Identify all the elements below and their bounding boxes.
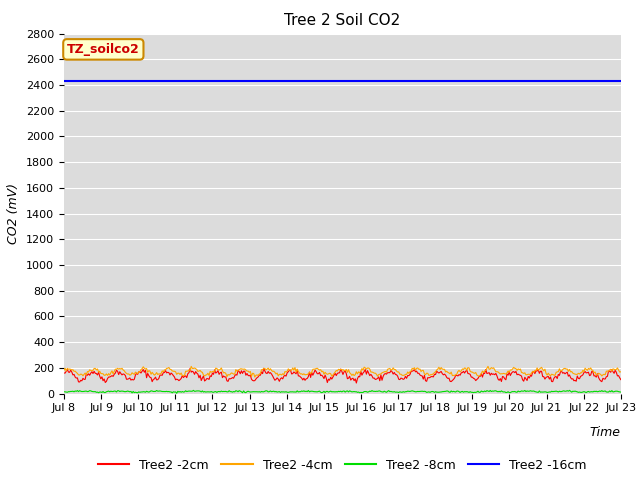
Tree2 -4cm [329, 372, 337, 378]
Tree2 -2cm [353, 380, 360, 386]
Tree2 -4cm [362, 366, 370, 372]
Tree2 -4cm [484, 363, 492, 369]
Tree2 -4cm [326, 371, 333, 376]
Tree2 -8cm [362, 389, 370, 395]
Tree2 -8cm [518, 388, 525, 394]
Tree2 -4cm [617, 369, 625, 375]
Tree2 -4cm [606, 367, 614, 373]
Text: TZ_soilco2: TZ_soilco2 [67, 43, 140, 56]
Tree2 -16cm [617, 78, 625, 84]
Tree2 -2cm [329, 374, 337, 380]
Tree2 -8cm [617, 389, 625, 395]
Tree2 -16cm [324, 78, 332, 84]
Tree2 -2cm [617, 377, 625, 383]
Tree2 -2cm [394, 373, 401, 379]
Tree2 -8cm [606, 388, 614, 394]
Tree2 -4cm [393, 368, 401, 374]
Tree2 -2cm [326, 377, 333, 383]
Tree2 -4cm [60, 367, 68, 373]
Tree2 -8cm [60, 389, 68, 395]
Y-axis label: CO2 (mV): CO2 (mV) [8, 183, 20, 244]
Legend: Tree2 -2cm, Tree2 -4cm, Tree2 -8cm, Tree2 -16cm: Tree2 -2cm, Tree2 -4cm, Tree2 -8cm, Tree… [93, 454, 592, 477]
Tree2 -8cm [329, 389, 337, 395]
Tree2 -8cm [326, 389, 333, 395]
Tree2 -2cm [260, 365, 268, 371]
Tree2 -2cm [606, 369, 614, 374]
Tree2 -16cm [362, 78, 369, 84]
Tree2 -16cm [328, 78, 335, 84]
Tree2 -4cm [519, 370, 527, 376]
Tree2 -2cm [519, 377, 527, 383]
Tree2 -16cm [60, 78, 68, 84]
Tree2 -4cm [251, 374, 259, 380]
Line: Tree2 -8cm: Tree2 -8cm [64, 390, 621, 393]
Tree2 -16cm [392, 78, 399, 84]
Text: Time: Time [590, 426, 621, 439]
Line: Tree2 -4cm: Tree2 -4cm [64, 366, 621, 377]
Tree2 -8cm [566, 387, 573, 393]
Tree2 -2cm [364, 368, 371, 373]
Title: Tree 2 Soil CO2: Tree 2 Soil CO2 [284, 13, 401, 28]
Line: Tree2 -2cm: Tree2 -2cm [64, 368, 621, 383]
Tree2 -16cm [516, 78, 524, 84]
Tree2 -2cm [60, 370, 68, 376]
Tree2 -16cm [604, 78, 611, 84]
Tree2 -8cm [173, 390, 180, 396]
Tree2 -8cm [393, 389, 401, 395]
